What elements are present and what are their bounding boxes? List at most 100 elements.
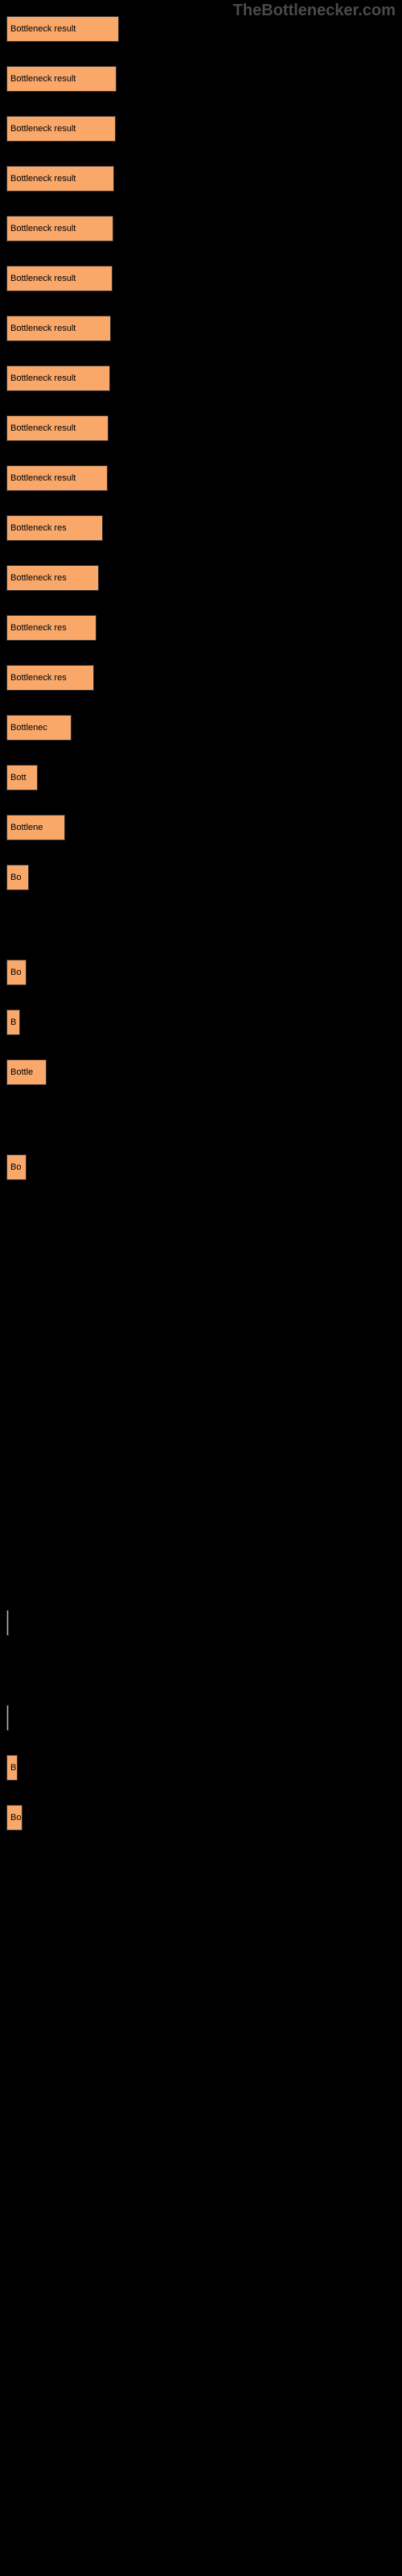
- bar-row: Bottlene: [6, 815, 396, 840]
- bar-row: [6, 1109, 396, 1130]
- chart-bar: Bo: [6, 1154, 27, 1180]
- bar-spacer: [6, 1565, 396, 1586]
- bar-row: Bottlenec: [6, 715, 396, 741]
- row-gap: [6, 1133, 396, 1154]
- row-gap: [6, 444, 396, 465]
- row-gap: [6, 345, 396, 365]
- chart-bar: Bottleneck result: [6, 116, 116, 142]
- chart-bar: Bottleneck res: [6, 565, 99, 591]
- chart-bar: Bottleneck res: [6, 615, 96, 641]
- row-gap: [6, 744, 396, 765]
- bar-row: Bottleneck res: [6, 515, 396, 541]
- chart-bar: Bottle: [6, 1059, 47, 1085]
- chart-bar: Bo: [6, 1805, 23, 1831]
- bar-row: Bottleneck res: [6, 615, 396, 641]
- chart-bar: Bott: [6, 765, 38, 791]
- chart-bar: Bottlenec: [6, 715, 72, 741]
- bar-row: [6, 1520, 396, 1541]
- watermark-text: TheBottlenecker.com: [233, 2, 396, 20]
- bar-row: Bottleneck result: [6, 216, 396, 242]
- row-gap: [6, 394, 396, 415]
- row-gap: [6, 694, 396, 715]
- bar-row: [6, 1610, 396, 1636]
- bar-row: Bo: [6, 865, 396, 890]
- row-gap: [6, 1038, 396, 1059]
- bar-row: [6, 1565, 396, 1586]
- row-gap: [6, 245, 396, 266]
- bar-row: Bottleneck result: [6, 316, 396, 341]
- row-gap: [6, 45, 396, 66]
- row-gap: [6, 1319, 396, 1340]
- bar-row: [6, 914, 396, 935]
- bar-row: Bo: [6, 960, 396, 985]
- row-gap: [6, 1544, 396, 1565]
- chart-bar: Bottlene: [6, 815, 65, 840]
- row-gap: [6, 844, 396, 865]
- row-gap: [6, 1589, 396, 1610]
- chart-bar: Bottleneck result: [6, 266, 113, 291]
- chart-bar: Bo: [6, 960, 27, 985]
- row-gap: [6, 1684, 396, 1705]
- row-gap: [6, 939, 396, 960]
- row-gap: [6, 1784, 396, 1805]
- bar-spacer: [6, 1430, 396, 1451]
- row-gap: [6, 594, 396, 615]
- bar-row: Bottleneck result: [6, 266, 396, 291]
- bar-row: [6, 1294, 396, 1315]
- chart-bar: [6, 1705, 9, 1731]
- bar-row: Bottle: [6, 1059, 396, 1085]
- chart-bar: B: [6, 1755, 18, 1781]
- row-gap: [6, 1834, 396, 1855]
- row-gap: [6, 644, 396, 665]
- chart-bar: [6, 1610, 9, 1636]
- bar-spacer: [6, 1475, 396, 1496]
- row-gap: [6, 195, 396, 216]
- chart-bar: Bottleneck result: [6, 316, 111, 341]
- row-gap: [6, 1454, 396, 1475]
- row-gap: [6, 1639, 396, 1660]
- chart-bar: Bottleneck result: [6, 216, 113, 242]
- bar-row: Bott: [6, 765, 396, 791]
- bar-spacer: [6, 1109, 396, 1130]
- chart-container: Bottleneck result Bottleneck result Bottle…: [0, 0, 402, 1861]
- bar-row: B: [6, 1009, 396, 1035]
- bar-row: B: [6, 1755, 396, 1781]
- row-gap: [6, 1228, 396, 1249]
- chart-bar: Bottleneck result: [6, 465, 108, 491]
- row-gap: [6, 894, 396, 914]
- bar-row: Bottleneck result: [6, 66, 396, 92]
- bar-spacer: [6, 1660, 396, 1681]
- row-gap: [6, 794, 396, 815]
- chart-bar: Bottleneck result: [6, 66, 117, 92]
- chart-bar: Bottleneck result: [6, 415, 109, 441]
- row-gap: [6, 1183, 396, 1204]
- bar-row: [6, 1705, 396, 1731]
- bar-spacer: [6, 1520, 396, 1541]
- chart-bar: Bottleneck result: [6, 16, 119, 42]
- bar-row: Bottleneck result: [6, 166, 396, 192]
- bar-spacer: [6, 1204, 396, 1225]
- row-gap: [6, 95, 396, 116]
- bar-row: [6, 1475, 396, 1496]
- row-gap: [6, 1409, 396, 1430]
- bar-row: Bottleneck result: [6, 116, 396, 142]
- row-gap: [6, 989, 396, 1009]
- chart-bar: Bottleneck result: [6, 365, 110, 391]
- bar-spacer: [6, 1249, 396, 1270]
- row-gap: [6, 1734, 396, 1755]
- row-gap: [6, 1274, 396, 1294]
- row-gap: [6, 1364, 396, 1385]
- row-gap: [6, 145, 396, 166]
- bar-row: Bottleneck res: [6, 565, 396, 591]
- row-gap: [6, 1088, 396, 1109]
- row-gap: [6, 544, 396, 565]
- bar-row: [6, 1249, 396, 1270]
- chart-bar: B: [6, 1009, 20, 1035]
- bar-spacer: [6, 914, 396, 935]
- bar-row: Bottleneck result: [6, 415, 396, 441]
- bar-spacer: [6, 1385, 396, 1406]
- bar-spacer: [6, 1340, 396, 1360]
- row-gap: [6, 295, 396, 316]
- bar-row: Bottleneck res: [6, 665, 396, 691]
- chart-bar: Bo: [6, 865, 29, 890]
